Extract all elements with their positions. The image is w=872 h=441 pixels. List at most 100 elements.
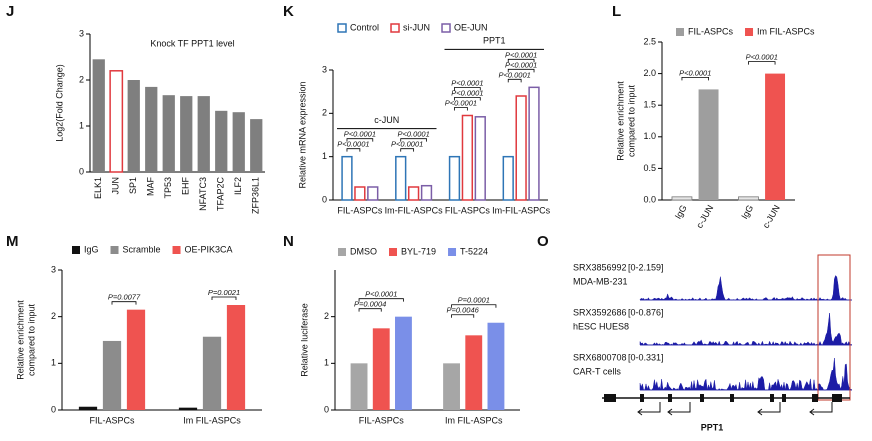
y-axis-label: Relative luciferase [299,303,309,377]
p-value: P<0.0001 [397,130,429,139]
x-tick-label: ELK1 [93,177,103,199]
y-tick-label: 2 [324,311,329,321]
p-bracket [211,296,237,300]
p-value: P<0.0001 [451,78,483,87]
bar [407,186,420,201]
y-tick-label: 0.0 [643,194,656,204]
p-value: P=0.0001 [458,296,490,305]
bar [367,186,379,201]
y-tick-label: 1 [324,358,329,368]
exon [604,394,616,402]
panel-letter: N [283,233,294,250]
bar [78,406,98,410]
p-value: P<0.0001 [391,140,423,149]
legend-label: OE-JUN [454,22,488,32]
track-range: [0-0.876] [628,307,664,317]
bar [354,186,366,201]
bar [250,119,263,172]
signal-track [639,274,852,301]
y-tick-label: 3 [79,28,84,38]
signal-track [639,357,853,391]
legend-swatch [676,28,684,36]
y-tick-label: 2.5 [643,36,656,46]
y-tick-label: 1 [51,358,56,368]
p-value: P<0.0001 [344,130,376,139]
bar [178,407,198,410]
legend-swatch [72,246,80,254]
legend-swatch [172,246,181,254]
x-tick-label: NFATC3 [198,177,208,211]
p-bracket [451,314,475,318]
bar [202,336,222,410]
exon [832,394,842,402]
p-bracket [454,97,481,101]
x-tick-label: c-JUN [694,203,715,230]
bar [461,114,474,201]
bar [215,110,228,172]
x-tick-label: EHF [181,176,191,195]
y-tick-label: 3 [322,64,327,74]
x-tick-label: ILF2 [233,177,243,195]
panel-letter: M [6,233,19,250]
p-bracket [681,77,709,81]
exon [700,394,704,402]
bar [395,316,412,410]
bar [395,155,407,201]
panel-letter: O [537,233,549,250]
x-tick-label: Im FIL-ASPCs [183,415,241,425]
panel-letter: L [612,3,621,20]
p-bracket [400,138,427,142]
bar [528,86,540,201]
tss-arrow [757,402,781,416]
p-bracket [400,148,415,152]
x-tick-label: TFAP2C [216,177,226,212]
legend-label: OE-PIK3CA [185,244,233,254]
p-value: P<0.0001 [337,140,369,149]
p-bracket [358,298,404,302]
x-tick-label: IgG [739,203,755,221]
legend-swatch [337,23,347,33]
p-bracket [454,87,481,91]
legend-label: DMSO [350,246,377,256]
track-cell: CAR-T cells [573,366,621,376]
chart-title: Knock TF PPT1 level [150,38,234,48]
legend-swatch [745,28,754,36]
y-axis-label: Relative enrichment [615,81,625,161]
p-value: P<0.0001 [499,70,531,79]
y-tick-label: 0 [79,166,84,176]
p-bracket [111,301,137,305]
bar [502,155,514,201]
legend-label: FIL-ASPCs [688,26,734,36]
y-tick-label: 1.0 [643,131,656,141]
x-tick-label: Im FIL-ASPCs [445,415,503,425]
y-tick-label: 2.0 [643,68,656,78]
p-bracket [451,304,497,308]
track-range: [0-2.159] [628,262,664,272]
y-tick-label: 1 [322,151,327,161]
bar [92,59,105,172]
section-label: PPT1 [483,36,506,46]
x-tick-label: MAF [146,177,156,197]
p-value: P<0.0001 [746,53,778,62]
bar [474,116,486,201]
p-value: P=0.0077 [108,293,141,302]
tss-arrow [637,402,661,416]
legend-label: IgG [84,244,99,254]
tss-arrow [667,402,691,416]
exon [770,394,774,402]
legend-swatch [389,248,397,256]
legend-label: Control [350,22,379,32]
p-bracket [507,58,535,63]
bar [232,112,245,172]
x-tick-label: TP53 [163,177,173,199]
panel-letter: J [6,3,14,20]
legend-label: BYL-719 [401,246,436,256]
bar [145,86,158,172]
p-bracket [358,308,382,312]
bar [448,155,461,201]
exon [730,394,734,402]
signal-track [639,312,853,346]
x-tick-label: FIL-ASPCs [445,205,491,215]
p-value: P<0.0001 [451,88,483,97]
y-tick-label: 0 [322,194,327,204]
